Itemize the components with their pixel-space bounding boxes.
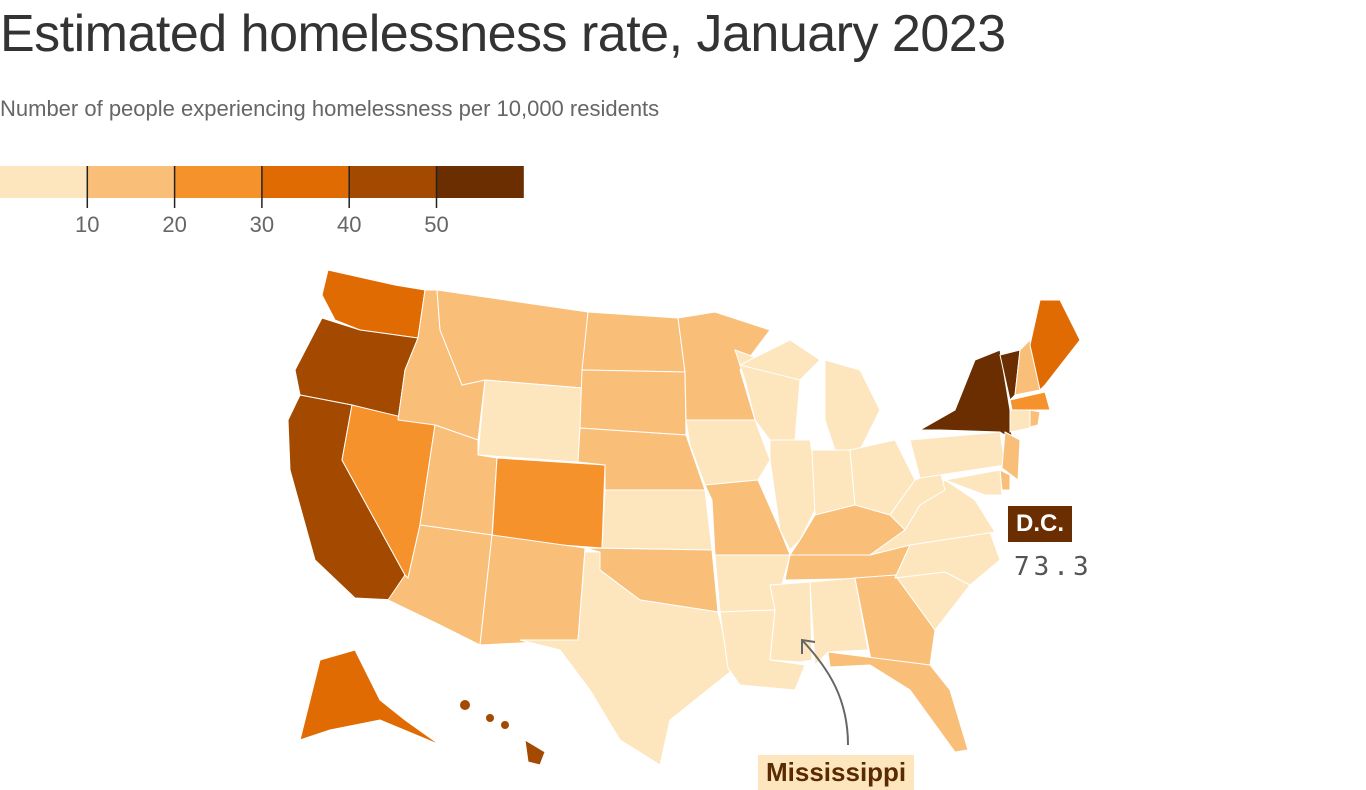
legend-tick-label: 10 (75, 212, 99, 237)
state-md[interactable] (943, 469, 1003, 496)
state-in[interactable] (811, 449, 856, 516)
chart-title: Estimated homelessness rate, January 202… (0, 5, 1006, 63)
state-hi[interactable] (524, 739, 546, 766)
legend-swatch (0, 166, 88, 198)
state-ks[interactable] (601, 489, 713, 551)
state-ri[interactable] (1029, 409, 1041, 428)
legend-tick-label: 20 (162, 212, 186, 237)
state-nm[interactable] (479, 534, 586, 646)
state-ma[interactable] (1009, 391, 1051, 411)
state-mi[interactable] (824, 359, 881, 451)
us-map (287, 269, 1081, 766)
state-tx[interactable] (519, 551, 731, 766)
state-wv[interactable] (889, 469, 946, 531)
legend-tick-label: 40 (337, 212, 361, 237)
mississippi-label: Mississippi (758, 755, 915, 790)
state-hi-island (460, 700, 470, 710)
state-ms[interactable] (769, 581, 813, 663)
state-ga[interactable] (854, 574, 936, 666)
legend-swatch (436, 166, 524, 198)
state-ak[interactable] (299, 649, 441, 746)
chart-subtitle: Number of people experiencing homelessne… (0, 96, 660, 121)
state-miu[interactable] (738, 339, 821, 381)
state-mt[interactable] (436, 289, 589, 389)
state-wy[interactable] (477, 379, 583, 463)
state-hi-island (501, 721, 509, 729)
legend-swatch (174, 166, 262, 198)
dc-label: D.C. (1008, 506, 1072, 542)
legend-swatch (349, 166, 437, 198)
legend: 10 20 30 40 50 (0, 166, 524, 237)
state-al[interactable] (809, 577, 869, 667)
state-nj[interactable] (1001, 431, 1021, 481)
state-ny[interactable] (918, 349, 1013, 441)
state-mn[interactable] (677, 311, 771, 421)
state-pa[interactable] (909, 431, 1006, 479)
legend-swatch (87, 166, 175, 198)
state-ct[interactable] (1009, 409, 1031, 433)
legend-tick-label: 50 (424, 212, 448, 237)
state-fl[interactable] (827, 651, 969, 753)
state-sd[interactable] (579, 369, 687, 436)
legend-swatch (261, 166, 350, 198)
state-hi-island (486, 714, 494, 722)
dc-value: 73.3 (1014, 552, 1093, 582)
mississippi-arrow (801, 639, 849, 746)
state-me[interactable] (1029, 299, 1081, 391)
legend-tick-label: 30 (250, 212, 274, 237)
state-nd[interactable] (581, 311, 686, 373)
arrow-head-icon (801, 638, 816, 654)
state-co[interactable] (491, 457, 606, 549)
